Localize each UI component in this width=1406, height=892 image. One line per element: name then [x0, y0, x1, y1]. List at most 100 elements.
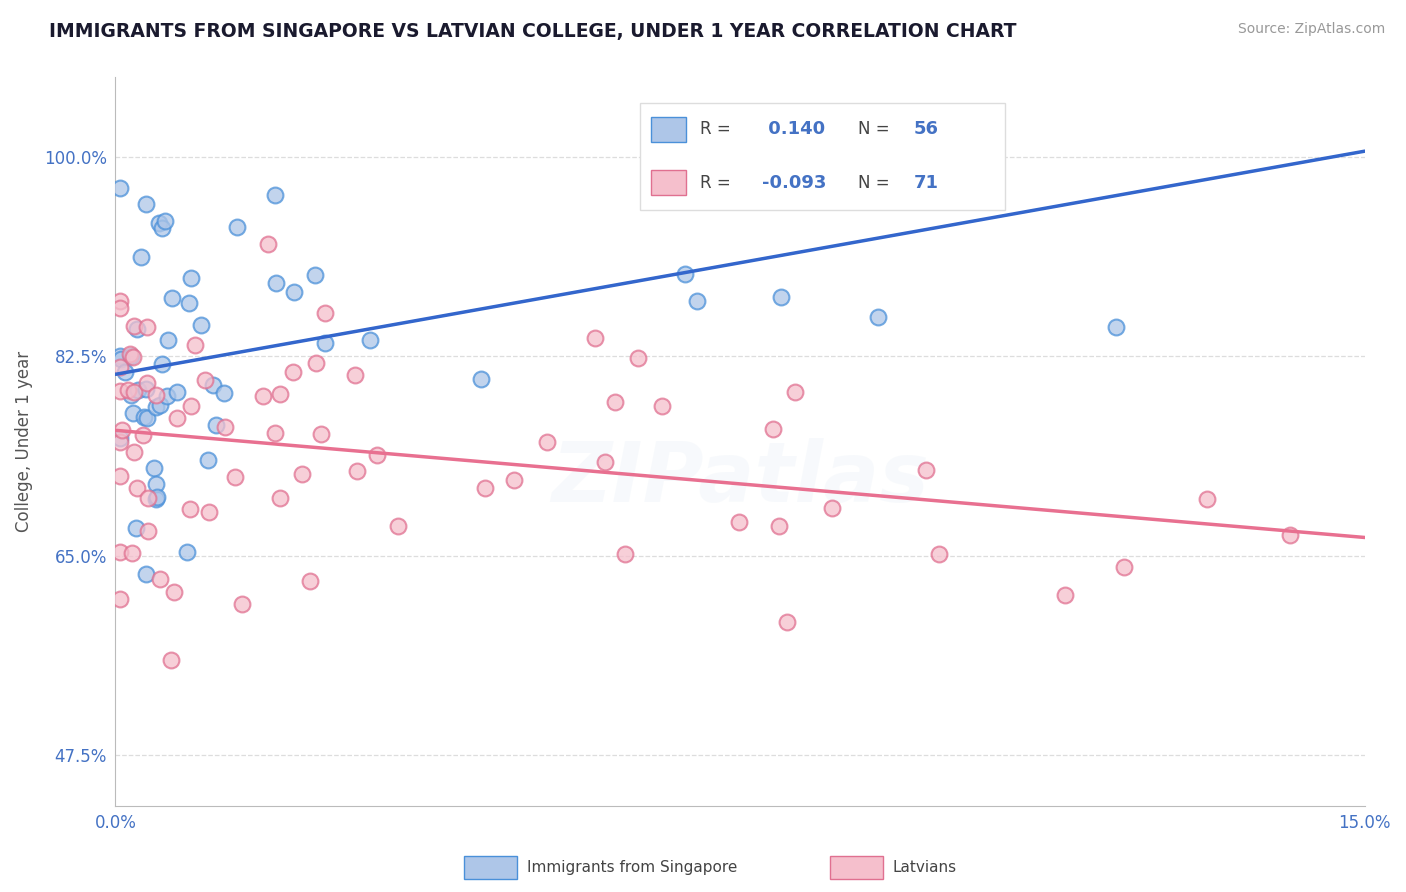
Point — [503, 474, 526, 488]
Point — [150, 221, 173, 235]
Point — [685, 293, 707, 308]
Point — [127, 383, 149, 397]
Point — [180, 270, 202, 285]
Point — [269, 491, 291, 505]
Point — [298, 574, 321, 589]
Point — [593, 455, 616, 469]
Text: N =: N = — [858, 120, 894, 138]
Point — [108, 350, 131, 364]
Point — [160, 291, 183, 305]
Point — [108, 592, 131, 607]
Point — [583, 331, 606, 345]
Point — [269, 387, 291, 401]
Point — [108, 360, 131, 375]
Point — [149, 398, 172, 412]
Text: 56: 56 — [914, 120, 939, 138]
Text: R =: R = — [700, 174, 737, 192]
Point — [311, 427, 333, 442]
Point — [180, 399, 202, 413]
Point — [762, 422, 785, 436]
Point — [366, 448, 388, 462]
Point — [145, 477, 167, 491]
Point — [1197, 491, 1219, 506]
Point — [135, 382, 157, 396]
Point — [153, 213, 176, 227]
Point — [673, 267, 696, 281]
Point — [157, 333, 180, 347]
Point — [122, 444, 145, 458]
Point — [291, 467, 314, 481]
Point — [176, 545, 198, 559]
Point — [283, 285, 305, 299]
Y-axis label: College, Under 1 year: College, Under 1 year — [15, 351, 32, 533]
Point — [536, 435, 558, 450]
Point — [728, 516, 751, 530]
Point — [129, 251, 152, 265]
Point — [120, 349, 142, 363]
Point — [125, 322, 148, 336]
Point — [122, 385, 145, 400]
Point — [149, 572, 172, 586]
Point — [108, 301, 131, 316]
Point — [118, 347, 141, 361]
Point — [1053, 589, 1076, 603]
Point — [138, 524, 160, 538]
Point — [675, 116, 697, 130]
Point — [166, 411, 188, 425]
Point — [179, 295, 201, 310]
Point — [145, 387, 167, 401]
Point — [194, 373, 217, 387]
Point — [225, 220, 247, 235]
Text: Latvians: Latvians — [893, 861, 957, 875]
Point — [304, 268, 326, 282]
Point — [224, 470, 246, 484]
Point — [1279, 528, 1302, 542]
Point — [166, 385, 188, 400]
Point — [120, 388, 142, 402]
Point — [928, 547, 950, 561]
Text: R =: R = — [700, 120, 737, 138]
Point — [150, 357, 173, 371]
Text: -0.093: -0.093 — [762, 174, 827, 192]
Point — [108, 434, 131, 449]
Point — [125, 520, 148, 534]
Point — [179, 501, 201, 516]
Point — [122, 318, 145, 333]
Point — [122, 406, 145, 420]
Point — [135, 197, 157, 211]
Point — [114, 366, 136, 380]
Point — [613, 547, 636, 561]
Point — [231, 597, 253, 611]
Point — [108, 545, 131, 559]
Point — [205, 417, 228, 432]
Text: N =: N = — [858, 174, 894, 192]
Point — [768, 519, 790, 533]
Point — [117, 384, 139, 398]
Point — [110, 181, 132, 195]
Point — [108, 431, 131, 445]
Text: IMMIGRANTS FROM SINGAPORE VS LATVIAN COLLEGE, UNDER 1 YEAR CORRELATION CHART: IMMIGRANTS FROM SINGAPORE VS LATVIAN COL… — [49, 22, 1017, 41]
Point — [132, 428, 155, 442]
Point — [474, 481, 496, 495]
Point — [108, 294, 131, 309]
Point — [314, 336, 336, 351]
Point — [145, 400, 167, 414]
Point — [868, 310, 890, 324]
Point — [344, 368, 367, 382]
Point — [148, 215, 170, 229]
Point — [111, 423, 134, 437]
Point — [197, 453, 219, 467]
Point — [305, 356, 328, 370]
Point — [470, 372, 492, 386]
Point — [190, 318, 212, 332]
Text: 0.140: 0.140 — [762, 120, 825, 138]
Point — [136, 491, 159, 505]
Point — [214, 420, 236, 434]
Point — [212, 386, 235, 401]
Point — [942, 168, 965, 182]
Point — [121, 546, 143, 560]
Point — [136, 320, 159, 334]
Point — [160, 653, 183, 667]
Point — [142, 461, 165, 475]
Point — [146, 490, 169, 504]
